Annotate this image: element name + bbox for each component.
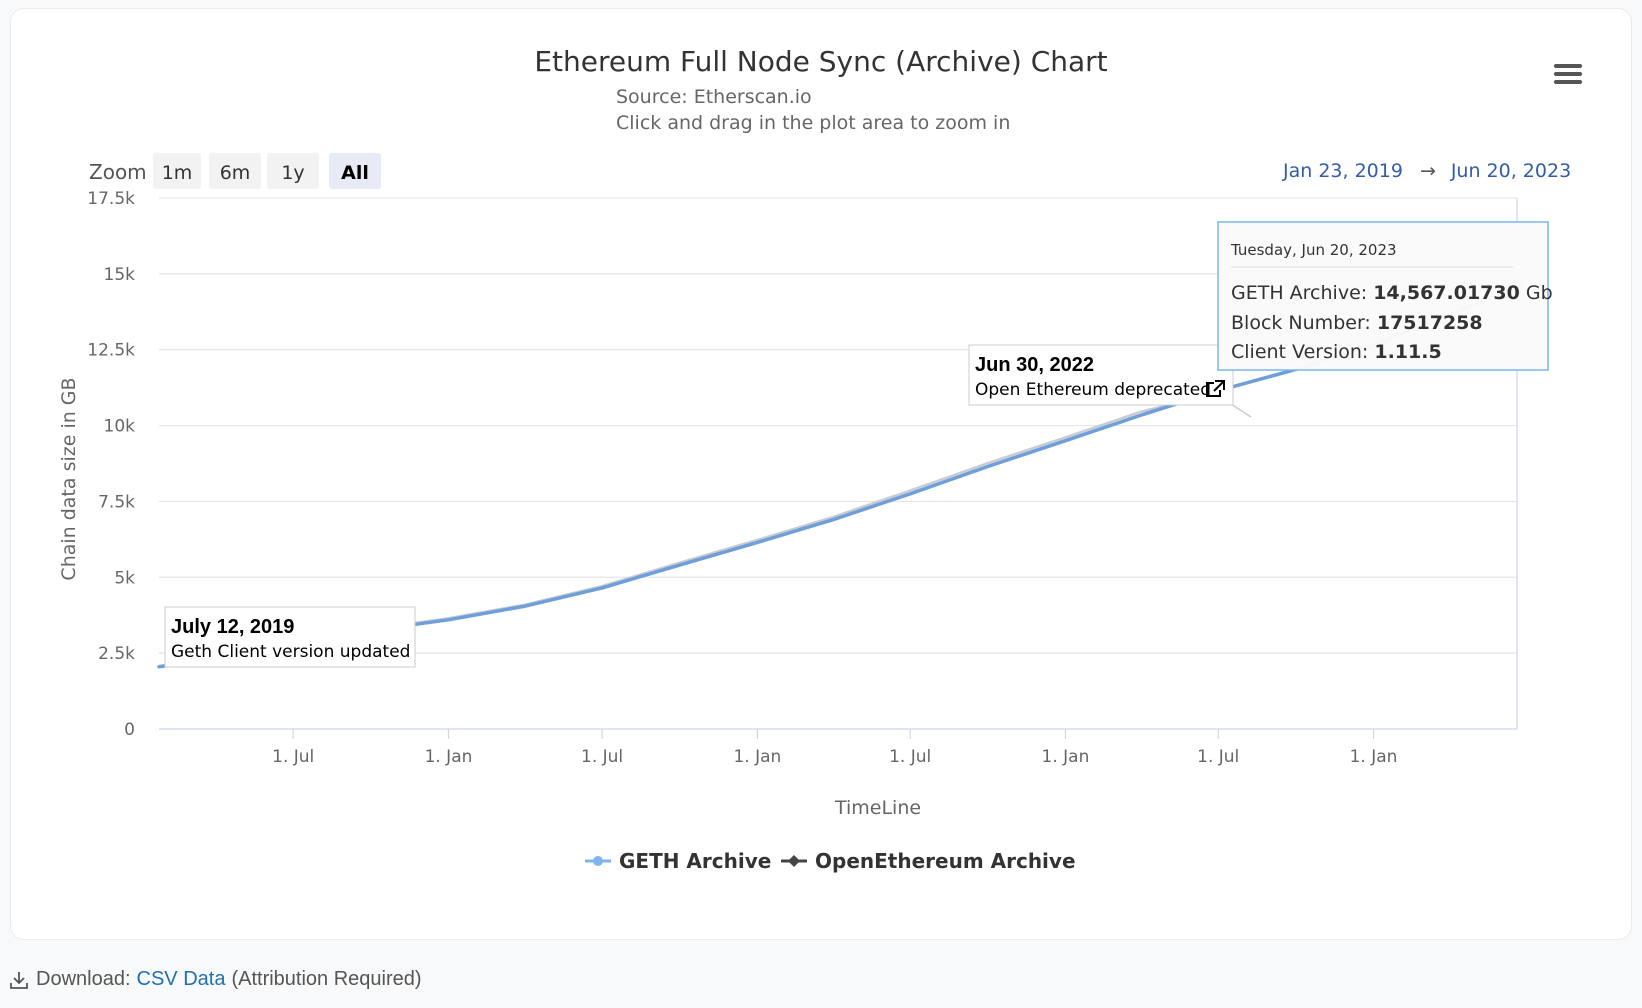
zoom-button-bg	[209, 153, 261, 189]
csv-data-link[interactable]: CSV Data	[136, 968, 226, 990]
y-tick-label: 5k	[114, 568, 135, 588]
y-tick-label: 10k	[104, 417, 136, 437]
x-axis-title: TimeLine	[834, 797, 921, 819]
zoom-button-label: 6m	[220, 162, 251, 184]
external-link-icon[interactable]	[1206, 380, 1225, 397]
x-tick-label: 1. Jul	[272, 747, 314, 767]
y-axis-ticks: 0 2.5k 5k 7.5k 10k 12.5k 15k 17.5k	[87, 189, 135, 740]
x-tick-label: 1. Jan	[1350, 747, 1398, 767]
annotation-openethereum-deprecated[interactable]: Jun 30, 2022 Open Ethereum deprecated	[968, 344, 1252, 418]
legend-item-geth[interactable]: GETH Archive	[585, 849, 771, 873]
annotation-geth-title: July 12, 2019	[171, 616, 294, 638]
tooltip-row-client: Client Version: 1.11.5	[1231, 341, 1442, 363]
range-to[interactable]: Jun 20, 2023	[1450, 160, 1571, 182]
y-tick-label: 7.5k	[98, 492, 135, 512]
tooltip: Tuesday, Jun 20, 2023 GETH Archive: 14,5…	[1217, 221, 1553, 371]
chart-subtitle-source: Source: Etherscan.io	[616, 86, 812, 108]
annotation-oe-title: Jun 30, 2022	[975, 354, 1094, 376]
download-prefix: Download:	[36, 968, 131, 990]
hamburger-menu-icon[interactable]	[1546, 54, 1590, 98]
y-tick-label: 0	[124, 720, 135, 740]
legend: GETH Archive OpenEthereum Archive	[585, 849, 1076, 873]
legend-label-geth: GETH Archive	[619, 849, 771, 873]
annotation-geth-text: Geth Client version updated	[171, 642, 410, 662]
x-tick-label: 1. Jul	[889, 747, 931, 767]
x-tick-label: 1. Jul	[581, 747, 623, 767]
zoom-button-label: 1y	[281, 162, 304, 184]
tooltip-row-block: Block Number: 17517258	[1231, 312, 1483, 334]
chart-card: Ethereum Full Node Sync (Archive) Chart …	[10, 8, 1632, 940]
x-axis-ticks: 1. Jul 1. Jan 1. Jul 1. Jan 1. Jul 1. Jan 1. J…	[272, 729, 1397, 767]
zoom-button-6m[interactable]: 6m	[209, 153, 261, 189]
x-tick-label: 1. Jul	[1197, 747, 1239, 767]
x-tick-label: 1. Jan	[1042, 747, 1090, 767]
chart-title: Ethereum Full Node Sync (Archive) Chart	[534, 45, 1107, 78]
chart-svg[interactable]: Ethereum Full Node Sync (Archive) Chart …	[11, 9, 1631, 939]
y-tick-label: 17.5k	[87, 189, 135, 209]
x-tick-label: 1. Jan	[425, 747, 473, 767]
y-tick-label: 12.5k	[87, 341, 135, 361]
zoom-label: Zoom	[89, 160, 147, 184]
x-tick-label: 1. Jan	[733, 747, 781, 767]
y-tick-label: 2.5k	[98, 644, 135, 664]
zoom-button-1m[interactable]: 1m	[153, 153, 201, 189]
zoom-button-label: 1m	[162, 162, 193, 184]
zoom-button-bg	[329, 153, 381, 189]
range-from[interactable]: Jan 23, 2019	[1282, 160, 1403, 182]
tooltip-row-geth: GETH Archive: 14,567.01730 Gb	[1231, 282, 1553, 304]
chart-subtitle-hint: Click and drag in the plot area to zoom …	[616, 112, 1010, 134]
download-footer: Download: CSV Data (Attribution Required…	[8, 968, 422, 991]
zoom-button-label: All	[341, 162, 369, 184]
zoom-button-bg	[267, 153, 319, 189]
legend-item-openethereum[interactable]: OpenEthereum Archive	[781, 849, 1076, 873]
zoom-button-All[interactable]: All	[329, 153, 381, 189]
zoom-button-1y[interactable]: 1y	[267, 153, 319, 189]
zoom-button-bg	[153, 153, 201, 189]
zoom-button-group: 1m 6m 1y All	[153, 153, 381, 189]
legend-label-openethereum: OpenEthereum Archive	[815, 849, 1076, 873]
y-axis-title: Chain data size in GB	[58, 377, 80, 580]
download-icon	[10, 971, 28, 989]
tooltip-date: Tuesday, Jun 20, 2023	[1230, 241, 1397, 259]
range-arrow: →	[1420, 160, 1436, 182]
attribution-note: (Attribution Required)	[231, 968, 422, 990]
annotation-oe-text: Open Ethereum deprecated	[975, 380, 1211, 400]
y-tick-label: 15k	[104, 265, 136, 285]
annotation-geth-update[interactable]: July 12, 2019 Geth Client version update…	[164, 606, 416, 668]
